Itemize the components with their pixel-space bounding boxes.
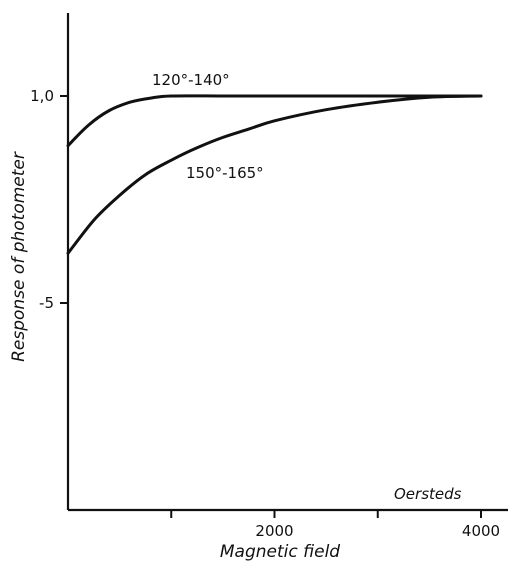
x-axis-title: Magnetic field [220, 542, 340, 562]
y-axis-title: Response of photometer [9, 151, 29, 362]
ticks: 2000 4000 1,0 -5 [30, 87, 500, 540]
series-label-120-140: 120°-140° [152, 71, 230, 89]
y-tick-label: -5 [39, 294, 54, 312]
series-label-150-165: 150°-165° [186, 164, 264, 182]
curves [66, 94, 483, 255]
series-line-150-165 [66, 94, 483, 255]
x-tick-label: 2000 [255, 522, 293, 540]
y-tick-label: 1,0 [30, 87, 54, 105]
axes [66, 13, 508, 512]
series-line-120-140 [66, 94, 483, 148]
x-tick-label: 4000 [462, 522, 500, 540]
labels: Magnetic field Response of photometer Oe… [9, 71, 462, 562]
x-unit-label: Oersteds [394, 485, 462, 503]
